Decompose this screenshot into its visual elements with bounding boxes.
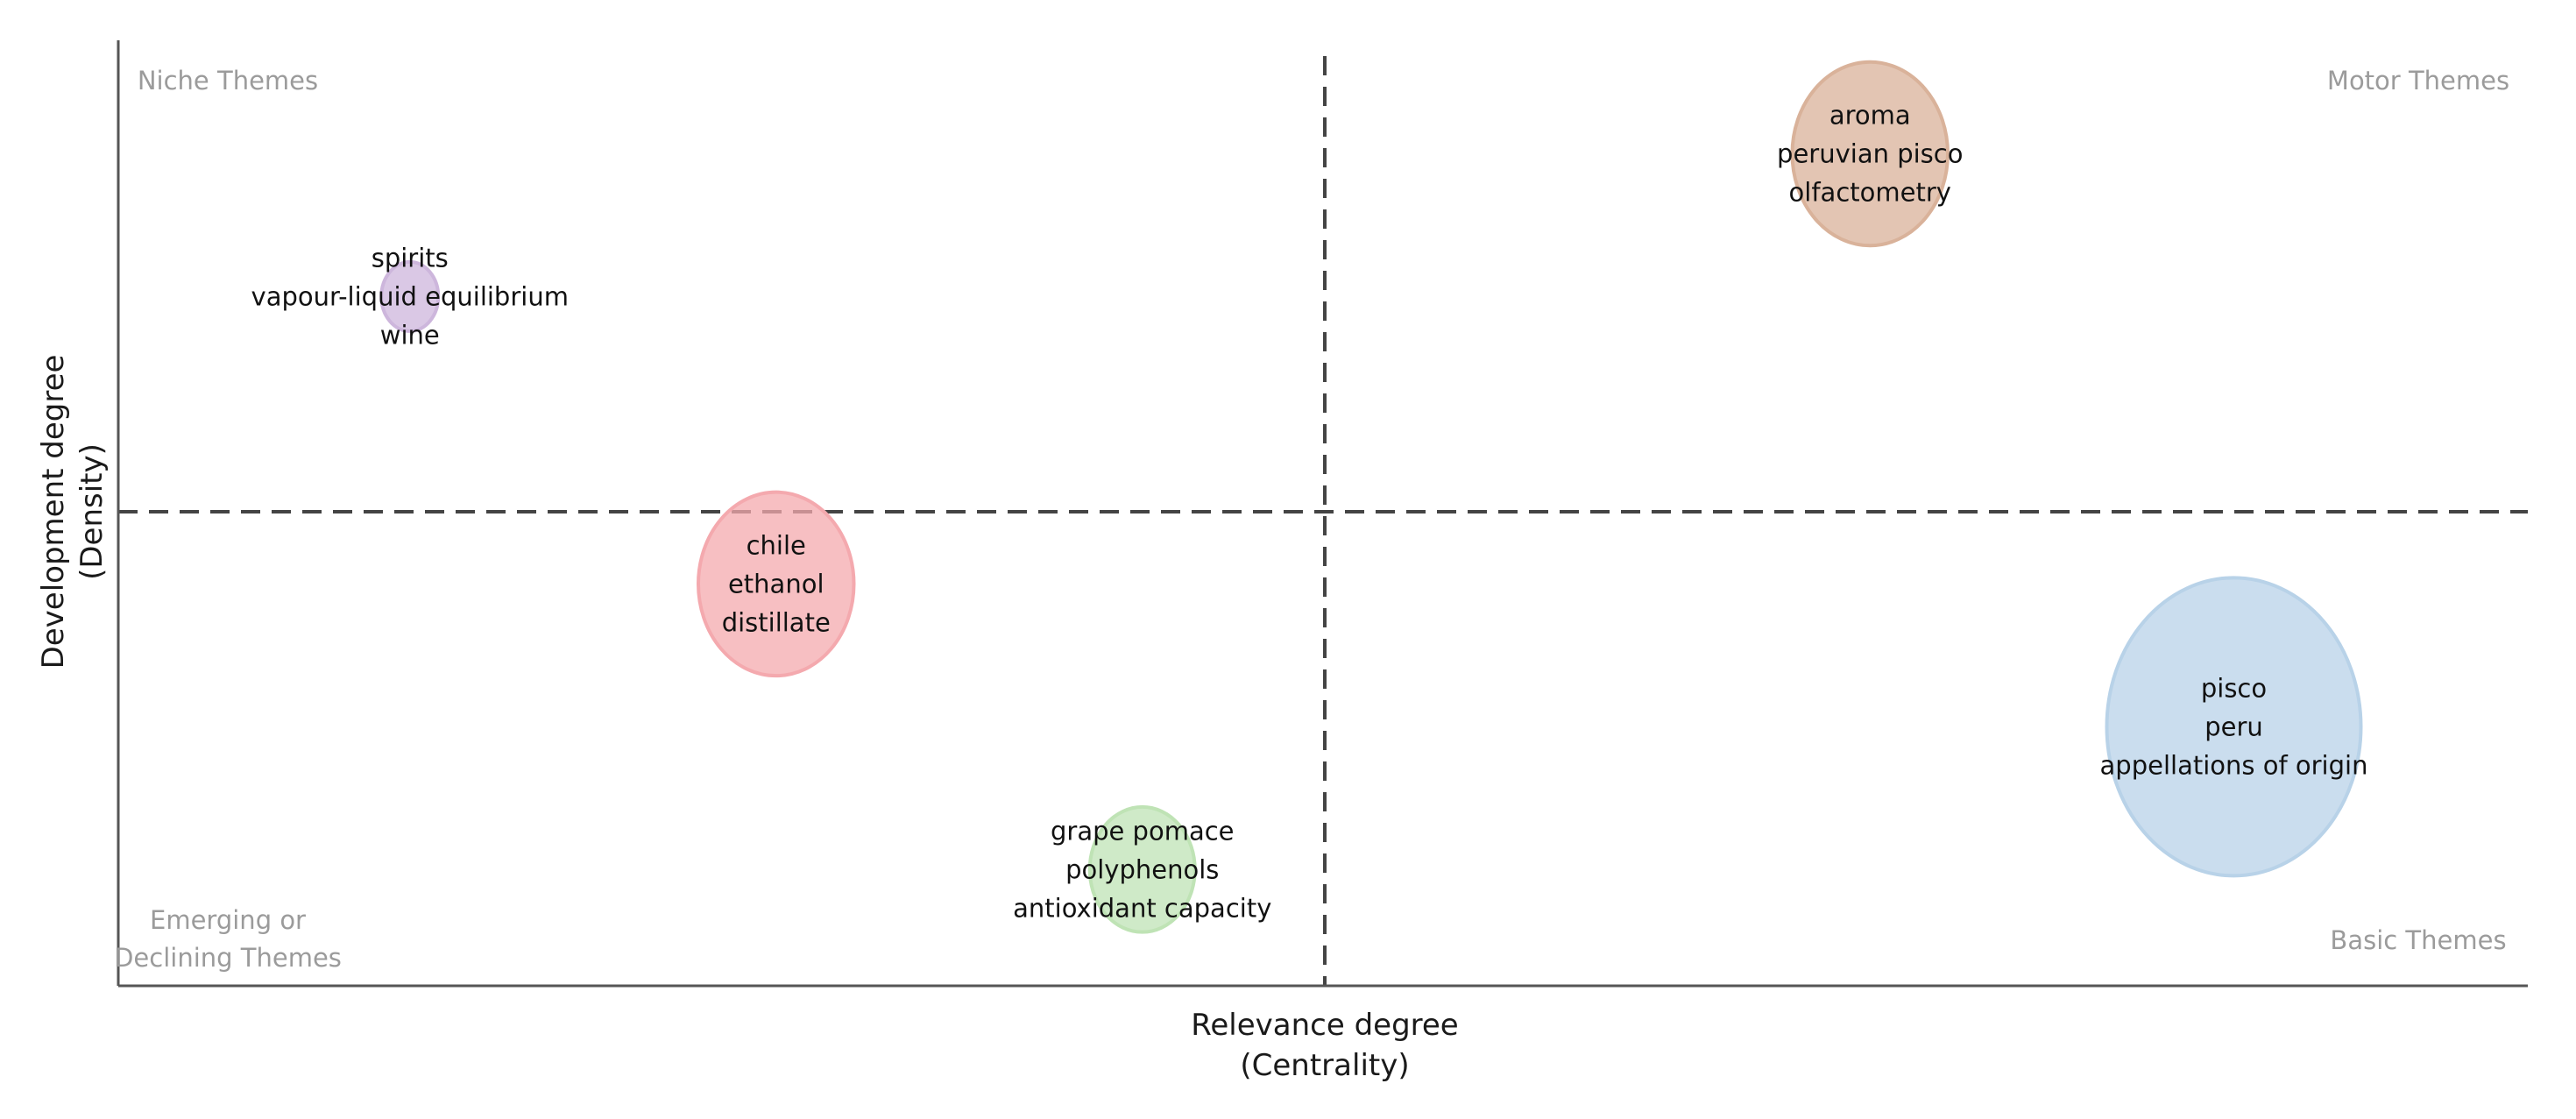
theme-bubble-5: pisco peru appellations of origin (2100, 576, 2368, 878)
theme-bubbles: aroma peruvian pisco olfactometry spirits va… (251, 60, 2368, 934)
theme-bubble-4: chile ethanol distillate (697, 490, 856, 678)
theme-bubble-label: grape pomace (1051, 816, 1235, 846)
theme-bubble-label: antioxidant capacity (1013, 893, 1271, 923)
theme-bubble-shape (379, 259, 441, 333)
quadrant-label-bottom-left: Emerging or Declining Themes (114, 905, 342, 973)
chart-axes (117, 40, 2528, 988)
x-axis-title: Relevance degree (Centrality) (1191, 1008, 1458, 1083)
theme-bubble-1: aroma peruvian pisco olfactometry (1777, 60, 1963, 248)
quadrant-label-line: Emerging or (150, 905, 306, 935)
quadrant-label-line: Motor Themes (2327, 66, 2509, 96)
theme-bubble-label: peru (2204, 712, 2263, 741)
x-axis-title-line: (Centrality) (1240, 1048, 1409, 1083)
quadrant-dividers (118, 56, 2528, 986)
y-axis-title-line: Development degree (36, 355, 71, 669)
quadrant-label-bottom-right: Basic Themes (2330, 925, 2506, 955)
theme-bubble-2: spirits vapour-liquid equilibrium wine (251, 243, 569, 350)
theme-bubble-label: wine (380, 320, 440, 350)
quadrant-label-line: Declining Themes (114, 943, 342, 973)
quadrant-label-line: Niche Themes (138, 66, 318, 96)
theme-bubble-label: chile (747, 530, 806, 560)
y-axis-title: Development degree (Density) (36, 355, 110, 669)
theme-bubble-6: grape pomace polyphenols antioxidant capac… (1013, 804, 1271, 934)
theme-bubble-label: appellations of origin (2100, 750, 2368, 780)
quadrant-label-line: Basic Themes (2330, 925, 2506, 955)
theme-bubble-label: pisco (2201, 673, 2267, 703)
theme-bubble-shape (1790, 60, 1950, 248)
quadrant-labels: Niche Themes Motor Themes Emerging or Decli… (114, 66, 2509, 973)
theme-bubble-label: distillate (722, 607, 831, 637)
y-axis-title-line: (Density) (74, 443, 110, 580)
theme-bubble-shape (2105, 576, 2363, 878)
theme-bubble-label: polyphenols (1065, 854, 1219, 884)
theme-bubble-label: olfactometry (1789, 177, 1951, 207)
quadrant-label-top-right: Motor Themes (2327, 66, 2509, 96)
theme-bubble-shape (1087, 804, 1197, 934)
theme-bubble-label: peruvian pisco (1777, 138, 1963, 168)
axis-titles: Relevance degree (Centrality) Development … (36, 355, 1459, 1083)
x-axis-title-line: Relevance degree (1191, 1008, 1458, 1043)
theme-bubble-shape (697, 490, 856, 678)
quadrant-label-top-left: Niche Themes (138, 66, 318, 96)
theme-bubble-label: aroma (1829, 100, 1911, 130)
theme-bubble-label: vapour-liquid equilibrium (251, 281, 569, 311)
theme-bubble-label: ethanol (728, 569, 824, 598)
theme-bubble-label: spirits (372, 243, 449, 273)
